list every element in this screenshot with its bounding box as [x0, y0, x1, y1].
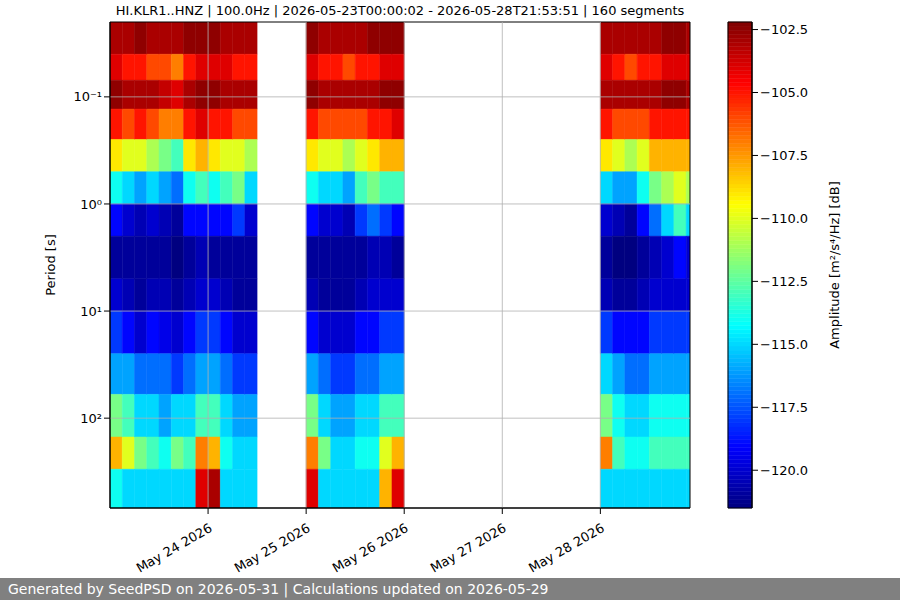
svg-text:−110.0: −110.0: [760, 211, 808, 226]
svg-text:−117.5: −117.5: [760, 400, 808, 415]
svg-text:Period [s]: Period [s]: [43, 234, 58, 296]
svg-text:10⁻¹: 10⁻¹: [73, 89, 102, 104]
svg-text:10¹: 10¹: [80, 304, 102, 319]
svg-text:10²: 10²: [80, 411, 102, 426]
svg-text:−105.0: −105.0: [760, 85, 808, 100]
svg-text:−120.0: −120.0: [760, 463, 808, 478]
svg-text:−115.0: −115.0: [760, 337, 808, 352]
html-text:Generated by SeedPSD on 2026-0: Generated by SeedPSD on 2026-05-31 | Cal…: [8, 581, 549, 597]
svg-text:−107.5: −107.5: [760, 148, 808, 163]
svg-text:May 26 2026: May 26 2026: [330, 520, 411, 575]
svg-text:May 27 2026: May 27 2026: [428, 520, 509, 575]
svg-text:10⁰: 10⁰: [80, 197, 102, 212]
svg-text:May 28 2026: May 28 2026: [526, 520, 607, 575]
html-text:HI.KLR1..HNZ | 100.0Hz | 2026-: HI.KLR1..HNZ | 100.0Hz | 2026-05-23T00:0…: [115, 3, 685, 18]
svg-text:May 24 2026: May 24 2026: [134, 520, 215, 575]
svg-text:−102.5: −102.5: [760, 22, 808, 37]
svg-text:May 25 2026: May 25 2026: [232, 520, 313, 575]
svg-text:−112.5: −112.5: [760, 274, 808, 289]
svg-text:Amplitude [m²/s⁴/Hz] [dB]: Amplitude [m²/s⁴/Hz] [dB]: [827, 181, 842, 349]
